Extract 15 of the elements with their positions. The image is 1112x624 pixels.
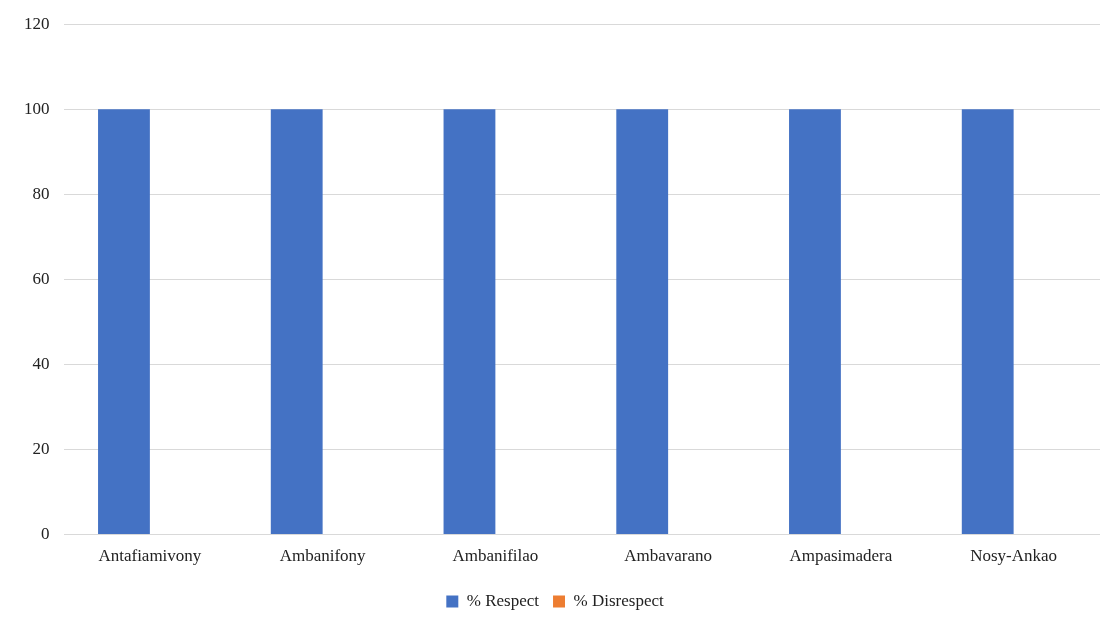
y-tick-label: 100 — [24, 98, 50, 118]
x-tick-label: Ambanifony — [279, 546, 367, 566]
x-tick-label: Antafiamivony — [98, 546, 202, 566]
x-tick-label: Ambavarano — [624, 546, 713, 566]
y-tick-label: 60 — [32, 268, 50, 288]
y-tick-label: 120 — [24, 13, 50, 33]
y-tick-label: 40 — [32, 353, 50, 373]
y-tick-label: 20 — [32, 439, 50, 458]
legend-label: % Disrespect — [573, 590, 664, 610]
legend-label: % Respect — [466, 590, 540, 610]
x-tick-label: Nosy-Ankao — [970, 546, 1058, 566]
y-tick-label: 0 — [41, 524, 50, 544]
x-tick-label: Ambanifilao — [452, 546, 539, 566]
y-tick-label: 80 — [32, 183, 50, 203]
x-tick-label: Ampasimadera — [789, 546, 893, 566]
